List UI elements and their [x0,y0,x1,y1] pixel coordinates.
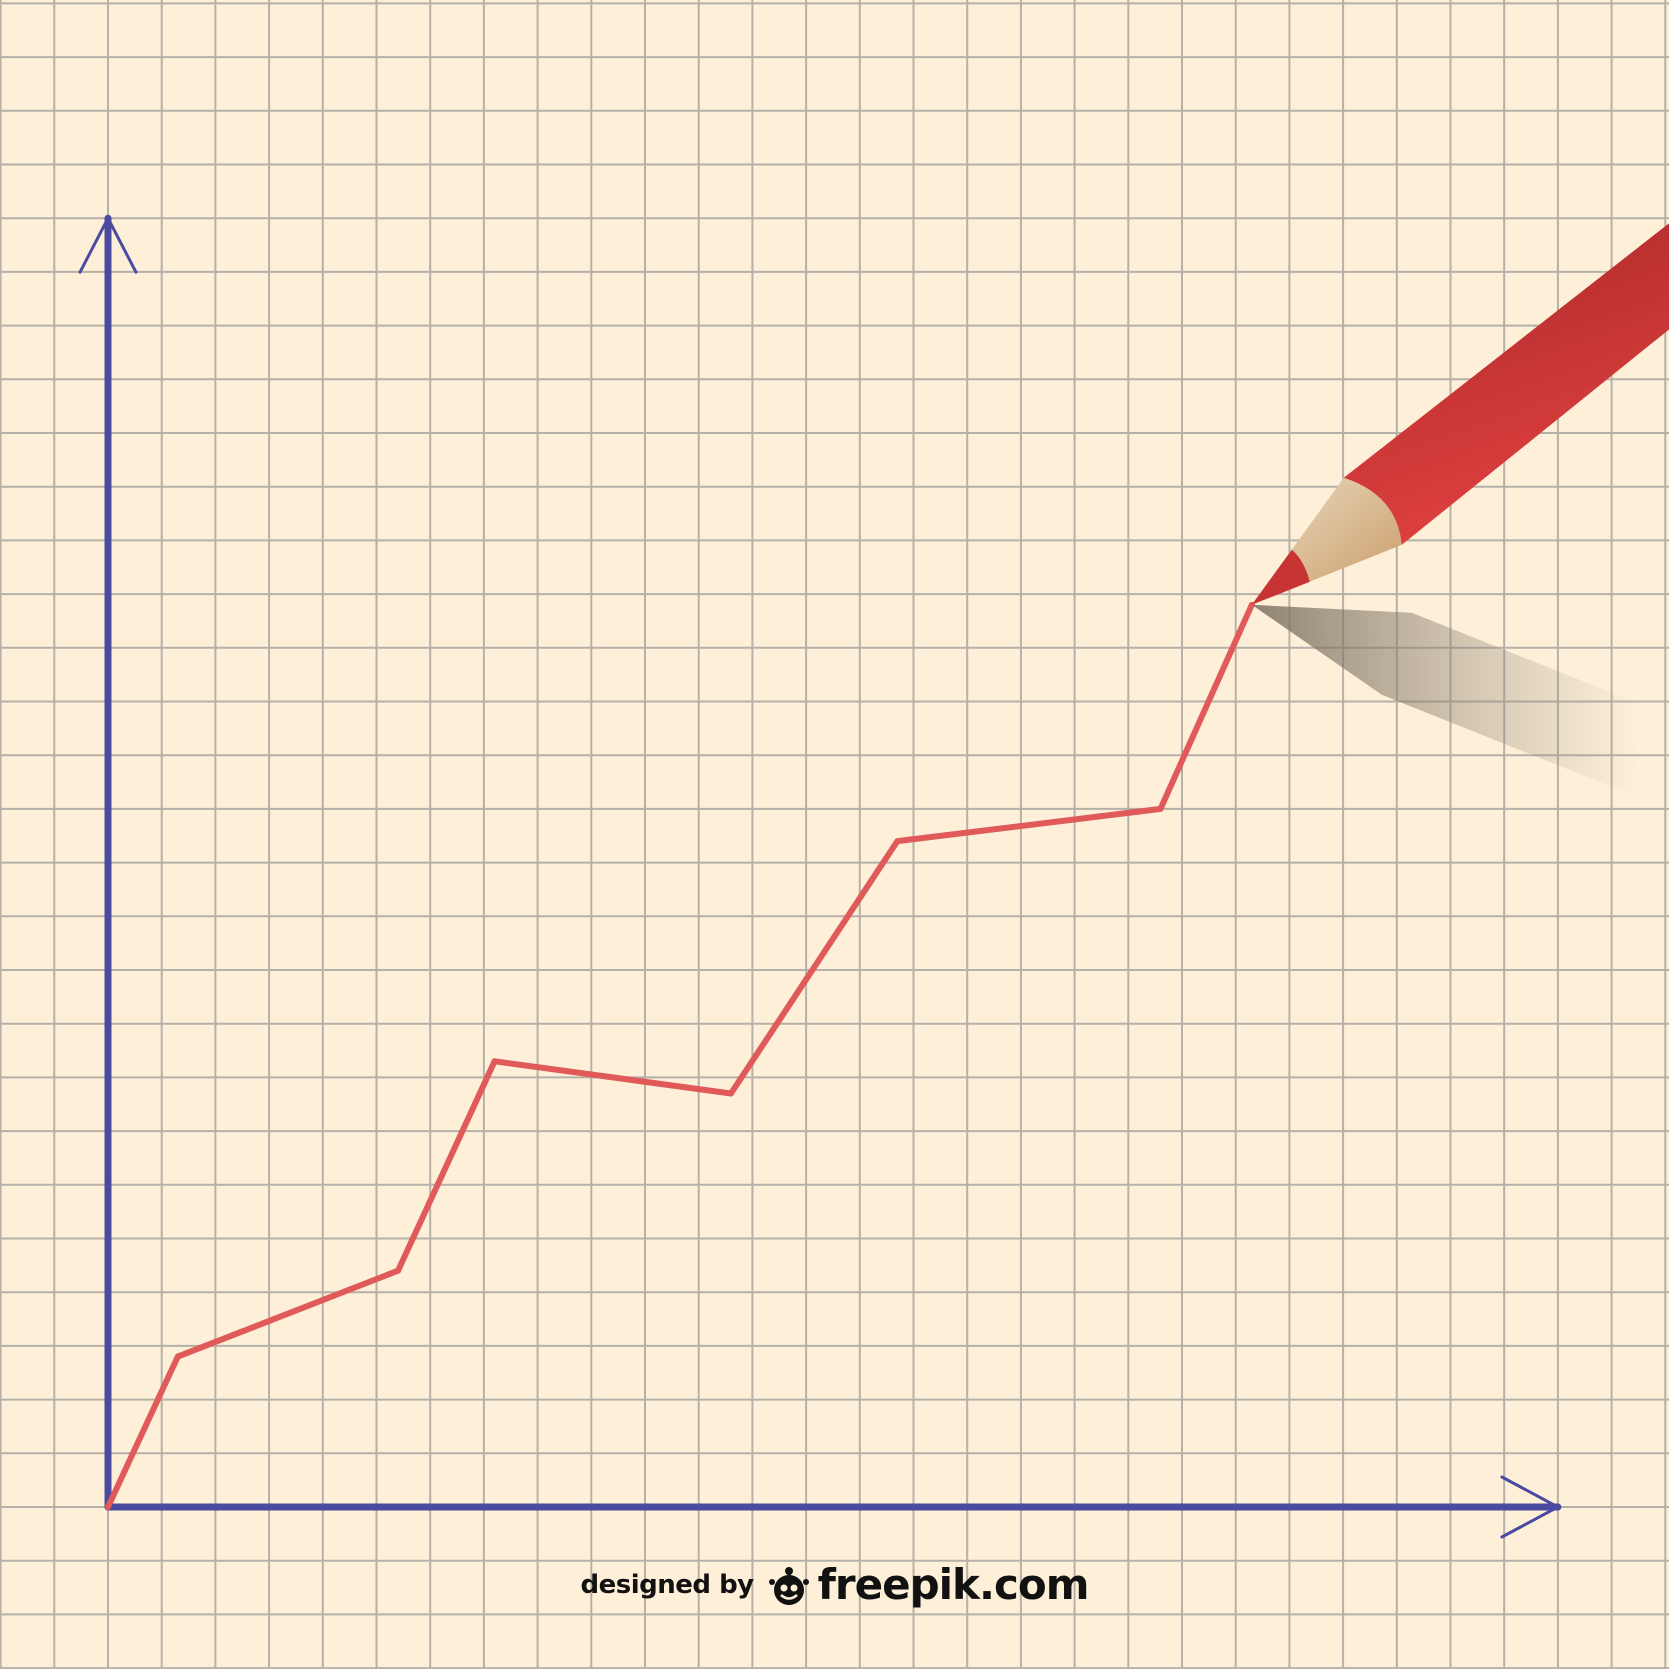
data-point [105,1504,111,1510]
data-point [174,1353,181,1360]
series-layer [105,601,1255,1510]
data-point [1157,805,1164,812]
pencil-body [1343,223,1669,545]
credit-footer: designed by freepik.com [0,1560,1669,1609]
data-point [491,1058,498,1065]
freepik-logo-icon [768,1566,809,1605]
data-point [894,838,901,845]
credit-brand: freepik.com [817,1560,1090,1609]
data-point [727,1090,734,1097]
data-point [394,1267,401,1274]
y-axis-arrowhead [78,214,138,274]
pencil-shadow [1251,604,1642,795]
pencil-lead [1251,549,1310,605]
x-axis-arrowhead [1500,1475,1562,1539]
axes [78,214,1562,1539]
series-line [105,601,1255,1510]
red-pencil-icon [1251,223,1669,795]
credit-prefix: designed by [580,1569,755,1600]
